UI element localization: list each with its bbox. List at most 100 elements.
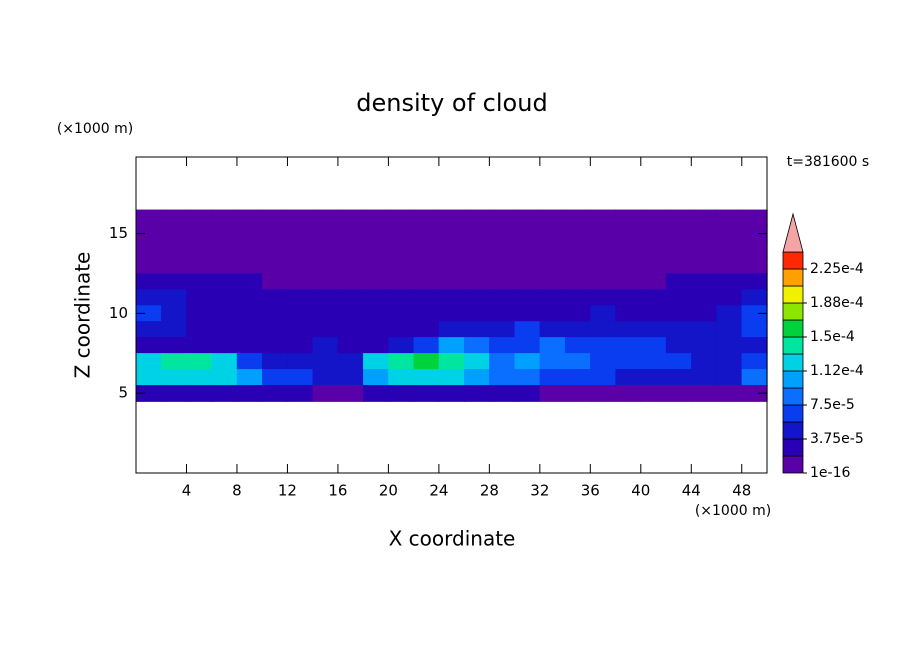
contour-cell — [413, 369, 440, 386]
colorbar-box — [782, 251, 804, 270]
contour-cell — [337, 273, 364, 291]
contour-cell — [741, 209, 768, 227]
plot-frame — [135, 156, 768, 474]
contour-cell — [564, 273, 591, 291]
contour-cell — [236, 289, 263, 307]
contour-cell — [489, 321, 516, 338]
contour-cell — [615, 241, 642, 259]
contour-cell — [363, 305, 390, 323]
contour-cell — [413, 241, 440, 259]
contour-cell — [665, 321, 692, 338]
contour-cell — [287, 305, 314, 323]
contour-cell — [312, 209, 339, 227]
contour-cell — [489, 209, 516, 227]
x-tick-label: 20 — [379, 482, 398, 500]
contour-cell — [590, 369, 617, 386]
contour-cell — [287, 273, 314, 291]
contour-cell — [463, 225, 491, 243]
contour-cell — [514, 353, 541, 370]
contour-cell — [564, 321, 591, 338]
contour-cell — [337, 209, 364, 227]
contour-cell — [363, 321, 390, 338]
colorbar-tick-label: 3.75e-5 — [810, 431, 864, 447]
contour-cell — [337, 385, 364, 402]
colorbar-tick-label: 1e-16 — [810, 465, 850, 481]
contour-cell — [590, 241, 617, 259]
contour-cell — [262, 321, 289, 338]
contour-cell — [438, 241, 465, 259]
x-tick-label: 40 — [631, 482, 650, 500]
contour-cell — [312, 353, 339, 370]
contour-cell — [312, 369, 339, 386]
contour-cell — [489, 305, 516, 323]
contour-cell — [615, 369, 642, 386]
contour-cell — [287, 369, 314, 386]
contour-cell — [438, 337, 465, 354]
contour-cell — [691, 241, 718, 259]
contour-cell — [135, 337, 162, 354]
contour-cell — [463, 337, 491, 354]
contour-cell — [640, 305, 667, 323]
contour-cell — [262, 385, 289, 402]
contour-cell — [186, 225, 213, 243]
contour-cell — [287, 289, 314, 307]
contour-cell — [312, 289, 339, 307]
contour-cell — [640, 225, 667, 243]
contour-cell — [161, 241, 188, 259]
contour-cell — [741, 353, 768, 370]
contour-cell — [161, 305, 188, 323]
contour-cell — [716, 369, 743, 386]
contour-cell — [312, 273, 339, 291]
contour-cell — [590, 353, 617, 370]
contour-cell — [337, 225, 364, 243]
contour-cell — [716, 321, 743, 338]
x-axis-title: X coordinate — [389, 527, 516, 551]
contour-cell — [691, 369, 718, 386]
contour-cell — [438, 257, 465, 275]
contour-cell — [413, 385, 440, 402]
contour-cell — [564, 305, 591, 323]
contour-cell — [539, 305, 566, 323]
contour-cell — [388, 337, 415, 354]
contour-cell — [262, 209, 289, 227]
contour-cell — [665, 273, 692, 291]
contour-cell — [211, 369, 238, 386]
contour-cell — [590, 321, 617, 338]
contour-cell — [640, 209, 667, 227]
time-label: t=381600 s — [787, 154, 869, 170]
contour-cell — [211, 385, 238, 402]
contour-cell — [590, 337, 617, 354]
contour-cell — [236, 353, 263, 370]
contour-cell — [388, 241, 415, 259]
contour-cell — [665, 225, 692, 243]
contour-cell — [564, 289, 591, 307]
contour-cell — [741, 337, 768, 354]
contour-cell — [161, 353, 188, 370]
contour-cell — [413, 305, 440, 323]
contour-cell — [463, 369, 491, 386]
contour-cell — [514, 385, 541, 402]
contour-cell — [463, 289, 491, 307]
contour-cell — [186, 305, 213, 323]
contour-cell — [337, 321, 364, 338]
x-tick-label: 44 — [682, 482, 701, 500]
contour-cell — [539, 209, 566, 227]
contour-cell — [363, 241, 390, 259]
contour-cell — [135, 257, 162, 275]
contour-cell — [388, 321, 415, 338]
contour-cell — [716, 273, 743, 291]
contour-cell — [363, 289, 390, 307]
contour-cell — [716, 225, 743, 243]
contour-cell — [413, 337, 440, 354]
contour-cell — [640, 385, 667, 402]
contour-cell — [716, 209, 743, 227]
colorbar-box — [782, 404, 804, 423]
contour-cell — [665, 289, 692, 307]
contour-cell — [716, 257, 743, 275]
contour-cell — [236, 385, 263, 402]
contour-cell — [438, 225, 465, 243]
contour-cell — [161, 289, 188, 307]
contour-cell — [539, 353, 566, 370]
contour-cell — [514, 257, 541, 275]
